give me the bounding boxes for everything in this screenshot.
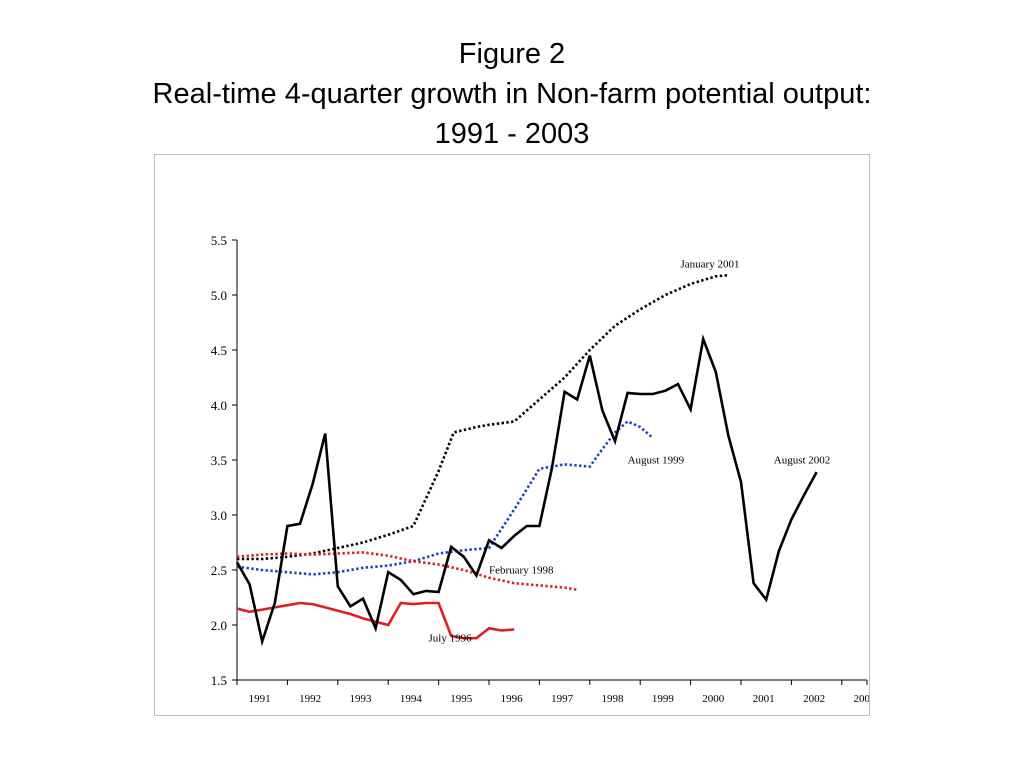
y-tick-label: 2.0 xyxy=(211,618,227,633)
y-tick-label: 3.0 xyxy=(211,508,227,523)
figure-title-line-3: 1991 - 2003 xyxy=(434,118,590,150)
figure-title-line-1: Figure 2 xyxy=(458,38,566,70)
series-label-january-2001: January 2001 xyxy=(681,259,740,271)
y-tick-label: 1.5 xyxy=(211,673,227,688)
series-label-august-2002: August 2002 xyxy=(774,454,831,466)
x-tick-label: 2001 xyxy=(753,693,775,705)
series-labels: January 2001 August 1999 February 1998 July… xyxy=(429,259,831,645)
x-tick-label: 1992 xyxy=(299,693,321,705)
y-tick-label: 5.5 xyxy=(211,233,227,248)
figure-title-line-2: Real-time 4-quarter growth in Non-farm p… xyxy=(152,78,872,110)
x-tick-label: 1997 xyxy=(551,693,574,705)
x-axis-ticks: 1991 1992 1993 1994 1995 1996 1997 1998 1999 2000… xyxy=(236,680,869,705)
series-line-january-2001 xyxy=(237,273,729,561)
x-tick-label: 1996 xyxy=(501,693,524,705)
x-tick-label: 1999 xyxy=(652,693,675,705)
x-tick-label: 1993 xyxy=(349,693,372,705)
x-tick-label: 2003 xyxy=(853,693,869,705)
series-label-august-1999: August 1999 xyxy=(628,454,685,466)
y-tick-label: 3.5 xyxy=(211,453,227,468)
y-tick-label: 5.0 xyxy=(211,288,227,303)
series-label-february-1998: February 1998 xyxy=(489,564,554,576)
series-line-august-1999 xyxy=(236,419,654,576)
series-line-july-1996 xyxy=(236,601,515,640)
x-tick-label: 1991 xyxy=(249,693,271,705)
x-tick-label: 2002 xyxy=(803,693,825,705)
x-tick-label: 1994 xyxy=(400,693,423,705)
line-chart: 1.5 2.0 2.5 3.0 3.5 4.0 4.5 5.0 5.5 1991 1992 1993… xyxy=(211,233,869,705)
chart-series xyxy=(235,273,818,647)
y-tick-label: 2.5 xyxy=(211,563,227,578)
figure-title: Figure 2 Real-time 4-quarter growth in N… xyxy=(0,34,1024,154)
y-axis-ticks: 1.5 2.0 2.5 3.0 3.5 4.0 4.5 5.0 5.5 xyxy=(211,233,237,688)
y-tick-label: 4.0 xyxy=(211,398,227,413)
y-tick-label: 4.5 xyxy=(211,343,227,358)
chart-frame: 1.5 2.0 2.5 3.0 3.5 4.0 4.5 5.0 5.5 1991 1992 1993… xyxy=(154,154,870,716)
x-tick-label: 1995 xyxy=(450,693,473,705)
series-line-february-1998 xyxy=(236,551,578,592)
x-tick-label: 1998 xyxy=(601,693,624,705)
series-line-august-2002 xyxy=(235,334,818,647)
series-label-july-1996: July 1996 xyxy=(429,633,473,645)
x-tick-label: 2000 xyxy=(702,693,725,705)
